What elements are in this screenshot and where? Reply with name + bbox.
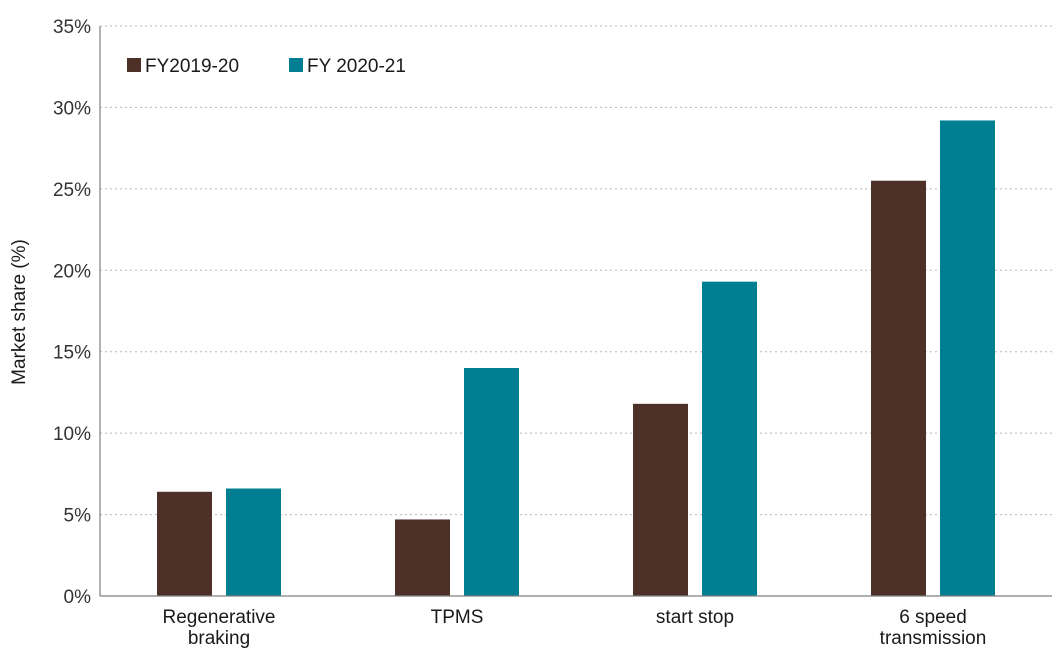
y-tick-labels: 0% 5% 10% 15% 20% 25% 30% 35% [53, 17, 91, 608]
legend-label: FY 2020-21 [307, 56, 406, 77]
y-tick-label: 5% [64, 506, 92, 527]
y-axis-title: Market share (%) [9, 239, 30, 385]
bar-fy2020-21 [226, 488, 281, 596]
y-tick-label: 0% [64, 587, 92, 608]
x-category-label: start stop [656, 607, 734, 628]
x-category-label: transmission [880, 628, 987, 649]
y-tick-label: 35% [53, 17, 91, 38]
legend-label: FY2019-20 [145, 56, 239, 77]
y-tick-label: 20% [53, 261, 91, 282]
axes [99, 26, 1052, 597]
bar-fy2019-20 [157, 491, 212, 596]
x-category-label: 6 speed [899, 607, 967, 628]
bar-fy2020-21 [464, 368, 519, 596]
y-tick-label: 30% [53, 98, 91, 119]
bars [157, 120, 995, 596]
y-tick-label: 10% [53, 424, 91, 445]
bar-fy2020-21 [940, 120, 995, 596]
x-category-label: Regenerative [162, 607, 275, 628]
legend-swatch [289, 58, 303, 72]
bar-fy2019-20 [395, 519, 450, 596]
legend-swatch [127, 58, 141, 72]
bar-fy2019-20 [633, 403, 688, 596]
x-category-label: TPMS [431, 607, 484, 628]
gridlines [100, 25, 1052, 516]
y-tick-label: 25% [53, 180, 91, 201]
bar-fy2019-20 [871, 180, 926, 596]
y-tick-label: 15% [53, 343, 91, 364]
legend: FY2019-20 FY 2020-21 [127, 56, 406, 77]
x-category-label: braking [188, 628, 250, 649]
bar-fy2020-21 [702, 281, 757, 596]
